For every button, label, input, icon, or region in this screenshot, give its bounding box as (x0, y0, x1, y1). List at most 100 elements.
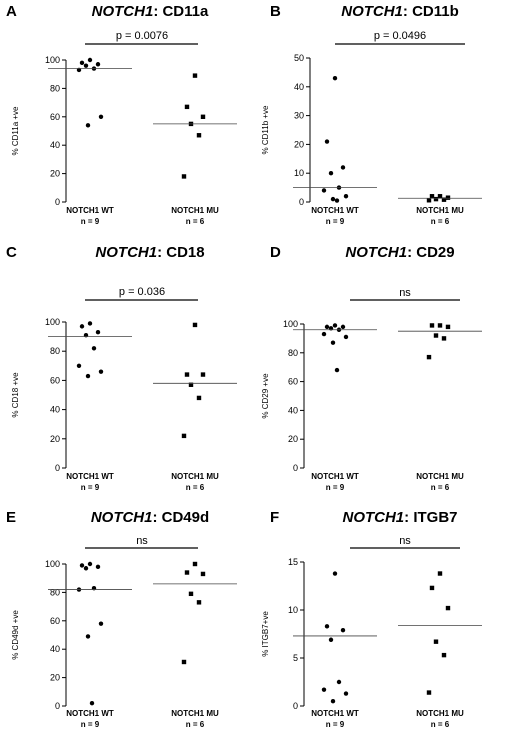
n-label: n = 9 (81, 720, 100, 729)
panel-letter: A (6, 3, 17, 20)
data-point-mu (437, 194, 443, 199)
y-tick-label: 0 (55, 197, 60, 207)
data-point-mu (192, 322, 198, 328)
data-point-mu (441, 652, 447, 658)
data-point-mu (196, 395, 202, 401)
n-label: n = 9 (326, 217, 345, 226)
data-point-wt (87, 561, 93, 567)
data-point-mu (188, 382, 194, 387)
data-point-wt (321, 687, 327, 692)
data-point-mu (445, 324, 451, 330)
data-point-mu (441, 197, 447, 202)
data-point-mu (196, 600, 202, 605)
data-point-mu (429, 194, 435, 199)
data-point-mu (429, 585, 435, 591)
data-point-wt (336, 679, 342, 685)
title-marker: : CD18 (157, 244, 205, 261)
data-point-wt (334, 198, 340, 203)
data-point-wt (91, 346, 97, 351)
y-tick-label: 50 (294, 53, 304, 63)
data-point-wt (79, 60, 85, 66)
data-point-wt (330, 340, 336, 345)
y-axis-label: % CD29 +ve (261, 373, 270, 419)
data-point-wt (340, 324, 346, 330)
data-point-wt (343, 334, 349, 340)
panel-title: NOTCH1: CD49d (91, 509, 209, 526)
panel-title: NOTCH1: CD11a (92, 3, 209, 20)
data-point-wt (95, 330, 101, 335)
y-tick-label: 0 (55, 463, 60, 473)
category-label: NOTCH1 WT (66, 472, 114, 481)
data-point-mu (433, 196, 439, 202)
title-marker: : CD49d (152, 509, 209, 526)
data-point-wt (85, 123, 91, 128)
n-label: n = 9 (326, 720, 345, 729)
data-point-wt (332, 323, 338, 328)
y-tick-label: 0 (299, 197, 304, 207)
title-marker: : CD11a (153, 3, 209, 20)
y-tick-label: 10 (294, 168, 304, 178)
y-tick-label: 15 (288, 557, 298, 567)
data-point-wt (95, 564, 101, 570)
y-tick-label: 10 (288, 605, 298, 615)
title-marker: : CD29 (407, 244, 455, 261)
data-point-mu (433, 639, 439, 644)
y-tick-label: 100 (283, 319, 298, 329)
title-gene: NOTCH1 (92, 3, 154, 20)
data-point-wt (324, 624, 330, 629)
data-point-wt (79, 563, 85, 568)
data-point-mu (429, 323, 435, 328)
data-point-wt (332, 75, 338, 81)
n-label: n = 6 (431, 483, 450, 492)
data-point-mu (188, 591, 194, 597)
y-tick-label: 40 (50, 644, 60, 654)
panel-a: A NOTCH1: CD11a 0 20 40 60 80 100 % CD11a +ve NOT… (6, 3, 237, 226)
y-axis-label: % ITGB7+ve (261, 611, 270, 657)
y-tick-label: 100 (45, 55, 60, 65)
data-point-mu (184, 104, 190, 110)
data-point-mu (181, 174, 187, 179)
category-label: NOTCH1 MU (171, 206, 219, 215)
p-value-label: ns (136, 535, 148, 547)
title-marker: : CD11b (403, 3, 459, 20)
panel-title: NOTCH1: CD29 (345, 244, 454, 261)
y-tick-label: 5 (293, 653, 298, 663)
y-tick-label: 40 (294, 82, 304, 92)
y-tick-label: 80 (50, 83, 60, 93)
data-point-mu (441, 336, 447, 341)
category-label: NOTCH1 MU (171, 709, 219, 718)
data-point-mu (184, 372, 190, 377)
panel-title: NOTCH1: CD11b (341, 3, 459, 20)
y-tick-label: 40 (50, 140, 60, 150)
data-point-wt (328, 637, 334, 642)
category-label: NOTCH1 WT (66, 709, 114, 718)
title-marker: : ITGB7 (404, 509, 457, 526)
y-tick-label: 0 (293, 701, 298, 711)
n-label: n = 6 (186, 217, 205, 226)
data-point-wt (330, 699, 336, 704)
y-axis-label: % CD49d +ve (11, 610, 20, 660)
y-tick-label: 80 (50, 587, 60, 597)
data-point-wt (332, 571, 338, 576)
n-label: n = 9 (326, 483, 345, 492)
data-point-mu (200, 372, 206, 377)
n-label: n = 9 (81, 217, 100, 226)
panel-c: C NOTCH1: CD18 0 20 40 60 80 100 % CD18 +ve NOTCH… (6, 244, 237, 492)
data-point-wt (324, 324, 330, 330)
data-point-wt (87, 57, 93, 63)
n-label: n = 9 (81, 483, 100, 492)
y-tick-label: 30 (294, 111, 304, 121)
title-gene: NOTCH1 (95, 244, 157, 261)
title-gene: NOTCH1 (342, 509, 404, 526)
y-tick-label: 60 (50, 375, 60, 385)
n-label: n = 6 (431, 720, 450, 729)
data-point-mu (426, 690, 432, 695)
data-point-wt (83, 566, 89, 571)
y-tick-label: 20 (288, 434, 298, 444)
title-gene: NOTCH1 (341, 3, 403, 20)
panel-letter: B (270, 3, 281, 20)
p-value-label: p = 0.0496 (374, 30, 426, 42)
data-point-mu (426, 198, 432, 203)
data-point-wt (83, 63, 89, 68)
